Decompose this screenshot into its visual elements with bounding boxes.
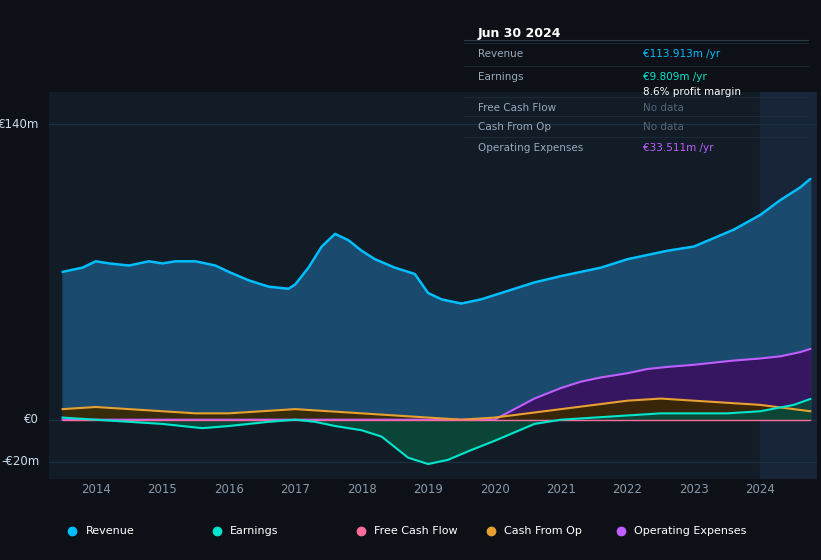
Text: 2020: 2020 <box>479 483 509 496</box>
Text: 2019: 2019 <box>413 483 443 496</box>
Text: 2023: 2023 <box>679 483 709 496</box>
Text: 2021: 2021 <box>546 483 576 496</box>
Text: €33.511m /yr: €33.511m /yr <box>643 143 713 153</box>
Text: No data: No data <box>643 104 684 113</box>
Text: 2015: 2015 <box>148 483 177 496</box>
Text: 2022: 2022 <box>612 483 642 496</box>
Text: Jun 30 2024: Jun 30 2024 <box>478 27 562 40</box>
Text: Free Cash Flow: Free Cash Flow <box>478 104 556 113</box>
Text: Free Cash Flow: Free Cash Flow <box>374 526 458 535</box>
Bar <box>760 92 817 479</box>
Text: 2016: 2016 <box>213 483 244 496</box>
Text: €0: €0 <box>25 413 39 426</box>
Text: Cash From Op: Cash From Op <box>478 122 551 132</box>
Text: Earnings: Earnings <box>478 72 523 82</box>
Text: €9.809m /yr: €9.809m /yr <box>643 72 707 82</box>
Text: -€20m: -€20m <box>1 455 39 468</box>
Text: Revenue: Revenue <box>85 526 134 535</box>
Text: 2014: 2014 <box>80 483 111 496</box>
Text: Earnings: Earnings <box>230 526 278 535</box>
Text: 2018: 2018 <box>346 483 377 496</box>
Text: 2024: 2024 <box>745 483 775 496</box>
Text: €140m: €140m <box>0 118 39 130</box>
Text: Operating Expenses: Operating Expenses <box>478 143 583 153</box>
Text: Operating Expenses: Operating Expenses <box>635 526 747 535</box>
Text: 8.6% profit margin: 8.6% profit margin <box>643 87 741 97</box>
Text: Revenue: Revenue <box>478 49 523 59</box>
Text: No data: No data <box>643 122 684 132</box>
Text: Cash From Op: Cash From Op <box>504 526 582 535</box>
Text: 2017: 2017 <box>280 483 310 496</box>
Text: €113.913m /yr: €113.913m /yr <box>643 49 720 59</box>
